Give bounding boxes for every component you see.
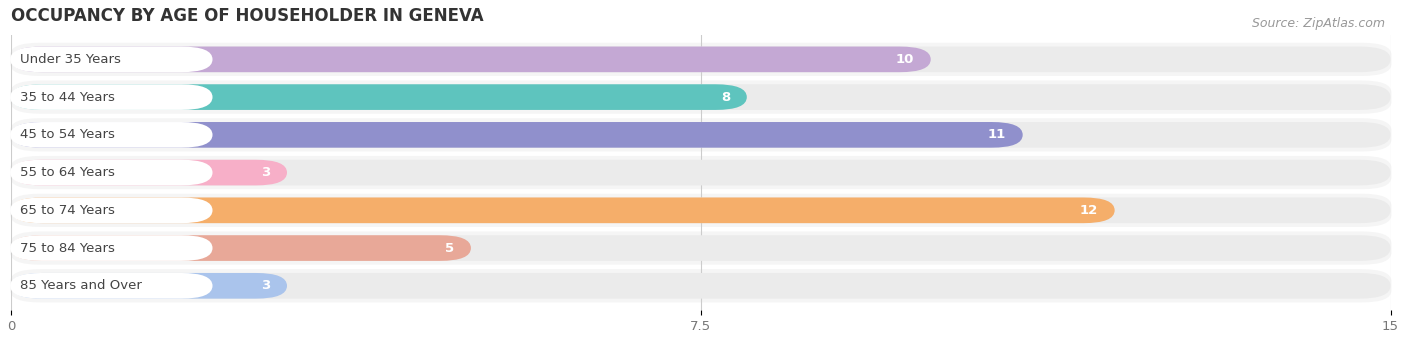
FancyBboxPatch shape xyxy=(10,232,1392,265)
Text: 45 to 54 Years: 45 to 54 Years xyxy=(20,128,115,141)
Text: 3: 3 xyxy=(262,279,270,292)
Text: 10: 10 xyxy=(896,53,914,66)
FancyBboxPatch shape xyxy=(10,160,212,185)
FancyBboxPatch shape xyxy=(11,122,1022,148)
FancyBboxPatch shape xyxy=(11,273,287,299)
FancyBboxPatch shape xyxy=(10,273,212,299)
Text: 5: 5 xyxy=(446,241,454,255)
FancyBboxPatch shape xyxy=(11,273,1391,299)
FancyBboxPatch shape xyxy=(10,269,1392,302)
FancyBboxPatch shape xyxy=(10,81,1392,114)
FancyBboxPatch shape xyxy=(11,235,1391,261)
FancyBboxPatch shape xyxy=(10,235,212,261)
FancyBboxPatch shape xyxy=(11,198,1115,223)
FancyBboxPatch shape xyxy=(11,47,931,72)
FancyBboxPatch shape xyxy=(10,198,212,223)
FancyBboxPatch shape xyxy=(11,160,287,185)
FancyBboxPatch shape xyxy=(10,84,212,110)
Text: 3: 3 xyxy=(262,166,270,179)
FancyBboxPatch shape xyxy=(11,84,1391,110)
FancyBboxPatch shape xyxy=(11,84,747,110)
FancyBboxPatch shape xyxy=(10,43,1392,76)
Text: 65 to 74 Years: 65 to 74 Years xyxy=(20,204,115,217)
FancyBboxPatch shape xyxy=(10,122,212,148)
Text: 8: 8 xyxy=(721,90,730,104)
Text: Under 35 Years: Under 35 Years xyxy=(20,53,121,66)
FancyBboxPatch shape xyxy=(10,194,1392,227)
Text: 85 Years and Over: 85 Years and Over xyxy=(20,279,142,292)
FancyBboxPatch shape xyxy=(11,122,1391,148)
Text: 11: 11 xyxy=(988,128,1007,141)
FancyBboxPatch shape xyxy=(11,198,1391,223)
FancyBboxPatch shape xyxy=(10,118,1392,151)
Text: 55 to 64 Years: 55 to 64 Years xyxy=(20,166,115,179)
Text: OCCUPANCY BY AGE OF HOUSEHOLDER IN GENEVA: OCCUPANCY BY AGE OF HOUSEHOLDER IN GENEV… xyxy=(11,7,484,25)
FancyBboxPatch shape xyxy=(11,160,1391,185)
Text: Source: ZipAtlas.com: Source: ZipAtlas.com xyxy=(1251,17,1385,30)
FancyBboxPatch shape xyxy=(10,156,1392,189)
Text: 35 to 44 Years: 35 to 44 Years xyxy=(20,90,115,104)
FancyBboxPatch shape xyxy=(11,235,471,261)
Text: 75 to 84 Years: 75 to 84 Years xyxy=(20,241,115,255)
Text: 12: 12 xyxy=(1080,204,1098,217)
FancyBboxPatch shape xyxy=(11,47,1391,72)
FancyBboxPatch shape xyxy=(10,47,212,72)
